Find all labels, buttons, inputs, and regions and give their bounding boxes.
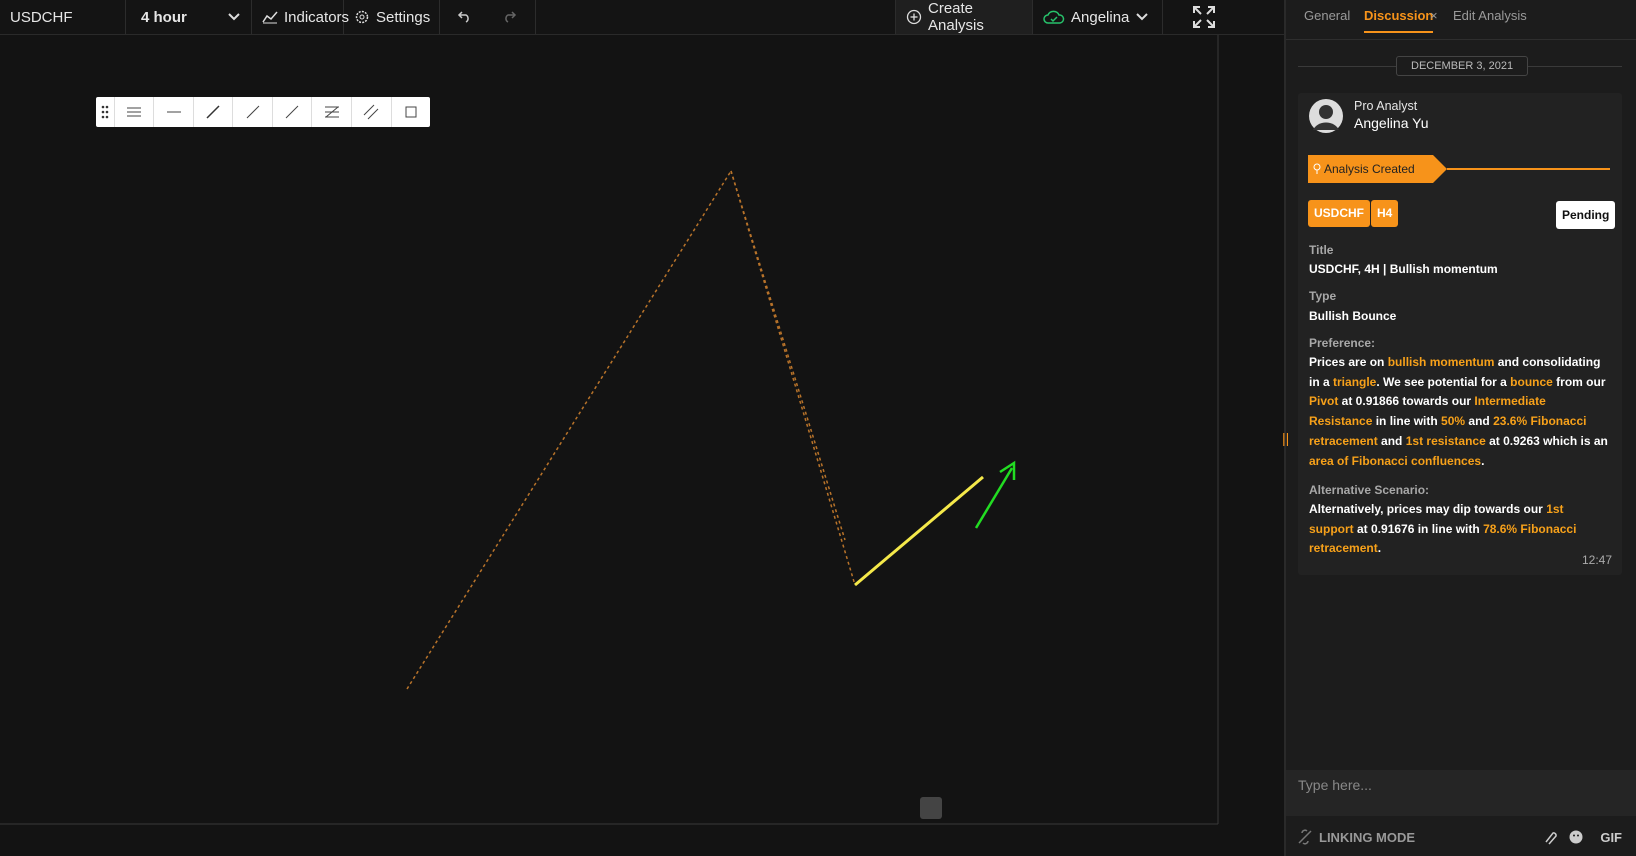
text: and <box>1377 433 1406 448</box>
text: . <box>1377 541 1382 556</box>
timeframe[interactable]: 4 hour <box>131 0 252 34</box>
text: Alternatively, prices may dip towards ou… <box>1309 502 1547 516</box>
drag-handle[interactable] <box>96 97 115 127</box>
highlight: bounce <box>1510 374 1553 389</box>
fib-trend <box>730 170 846 541</box>
title: USDCHF, 4H | Bullish momentum <box>1309 262 1498 276</box>
symbol-text: USDCHF <box>10 8 73 26</box>
label: Preference: <box>1309 336 1376 350</box>
text: from our <box>1552 374 1606 389</box>
highlight: 1st resistance <box>1405 433 1486 448</box>
fullscreen[interactable] <box>1163 0 1284 34</box>
state: Pending <box>1556 201 1616 229</box>
avatar <box>1309 99 1343 133</box>
status-banner <box>1308 155 1610 183</box>
gif[interactable]: GIF <box>1600 830 1622 845</box>
tab[interactable]: Edit Analysis <box>1453 8 1527 23</box>
tag: H4 <box>1371 200 1399 227</box>
toolbar: USDCHF 4 hour Indicators Settings Create… <box>0 0 1284 35</box>
history <box>440 0 536 34</box>
text: and consolidating in a <box>1309 355 1601 389</box>
tab-active[interactable]: Discussion <box>1364 8 1434 33</box>
highlight: 1st support <box>1309 502 1564 536</box>
date: DECEMBER 3, 2021 <box>1396 56 1529 76</box>
indicators-text: Indicators <box>284 8 350 26</box>
caret <box>1136 13 1149 21</box>
icon <box>906 9 922 25</box>
preference: Prices are on bullish momentum and conso… <box>1309 353 1611 471</box>
label: Type <box>1309 289 1337 303</box>
timeframe-text: 4 hour <box>141 8 187 26</box>
indicators[interactable]: Indicators <box>252 0 349 34</box>
text: . <box>1481 453 1485 468</box>
message-input[interactable] <box>1286 770 1636 816</box>
status: Analysis Created <box>1324 162 1415 176</box>
drawing-tools <box>96 97 430 127</box>
text: at 0.9263 which is an <box>1485 433 1608 448</box>
highlight: 50% <box>1441 414 1466 429</box>
tool-line[interactable] <box>273 97 313 127</box>
arrow <box>974 467 1014 529</box>
author-role: Pro Analyst <box>1354 99 1418 113</box>
highlight: 78.6% Fibonacci retracement <box>1309 521 1577 556</box>
drawings <box>0 34 1219 825</box>
highlight: Intermediate Resistance <box>1309 394 1546 429</box>
tag: USDCHF <box>1308 200 1370 227</box>
triangle-line <box>854 475 984 587</box>
text: in line with <box>1372 414 1442 429</box>
chart <box>0 34 1284 856</box>
create-analysis[interactable]: Create Analysis <box>895 0 1033 34</box>
highlight: triangle <box>1333 374 1377 389</box>
input-placeholder[interactable]: Type here... <box>1298 777 1372 793</box>
user-menu[interactable]: Angelina <box>1033 0 1163 34</box>
highlight: Pivot <box>1309 394 1339 409</box>
highlight: bullish momentum <box>1387 355 1495 369</box>
label: Alternative Scenario: <box>1309 483 1430 497</box>
tool-hlines[interactable] <box>115 97 155 127</box>
text: Prices are on <box>1309 355 1388 369</box>
arrow-head <box>999 460 1016 480</box>
highlight: 23.6% Fibonacci retracement <box>1309 414 1587 448</box>
undo[interactable] <box>456 11 472 23</box>
user-text: Angelina <box>1071 8 1130 26</box>
hint-icon[interactable] <box>920 797 942 819</box>
cloud <box>1043 10 1065 24</box>
divider <box>1286 39 1636 40</box>
type: Bullish Bounce <box>1309 309 1397 323</box>
icon <box>262 11 278 24</box>
alternative: Alternatively, prices may dip towards ou… <box>1309 500 1611 559</box>
settings[interactable]: Settings <box>344 0 440 34</box>
analysis-card: Pro Analyst Angelina Yu Analysis Created… <box>1298 93 1622 575</box>
linking-mode[interactable]: LINKING MODE <box>1319 830 1416 845</box>
highlight: area of Fibonacci confluences <box>1309 453 1482 468</box>
link-icon <box>1298 829 1312 845</box>
create-text: Create Analysis <box>928 0 984 34</box>
sidebar: General Discussion × Edit Analysis DECEM… <box>1282 0 1636 856</box>
author-name: Angelina Yu <box>1354 115 1429 131</box>
icon <box>1193 6 1215 28</box>
tab[interactable]: General <box>1304 8 1351 23</box>
symbol[interactable]: USDCHF <box>0 0 126 34</box>
icons[interactable] <box>1542 829 1586 845</box>
redo[interactable] <box>502 11 518 23</box>
text: at 0.91676 in line with <box>1353 521 1484 536</box>
icon <box>355 10 369 24</box>
resize-handle[interactable]: || <box>1282 430 1290 446</box>
tool-fib[interactable] <box>312 97 352 127</box>
label: Title <box>1309 243 1334 257</box>
tool-channel[interactable] <box>352 97 392 127</box>
tool-hline[interactable] <box>154 97 194 127</box>
tool-rect[interactable] <box>392 97 431 127</box>
text: at 0.91866 towards our <box>1338 394 1475 409</box>
time: 12:47 <box>1581 553 1612 567</box>
tool-ray[interactable] <box>233 97 273 127</box>
caret <box>228 13 240 21</box>
settings-text: Settings <box>376 8 431 26</box>
chart-bg <box>0 34 1284 856</box>
close-tab[interactable]: × <box>1430 8 1438 23</box>
text: . We see potential for a <box>1376 374 1511 389</box>
tool-segment[interactable] <box>194 97 234 127</box>
text: and <box>1465 414 1494 429</box>
